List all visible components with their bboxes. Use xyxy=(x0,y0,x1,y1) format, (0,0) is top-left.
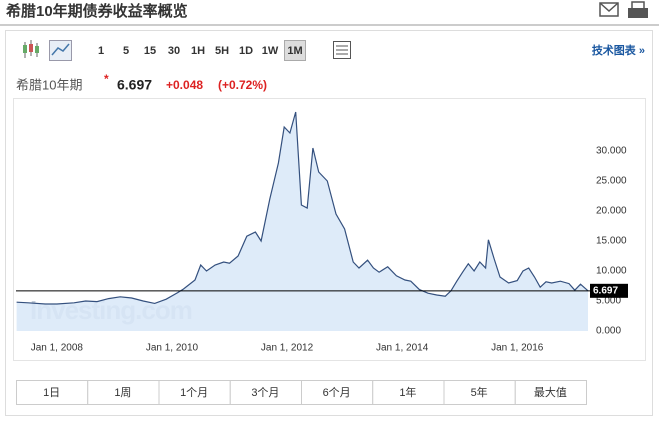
chart-frame xyxy=(13,98,646,361)
interval[interactable]: 1W xyxy=(262,45,279,57)
x-tick-label: Jan 1, 2014 xyxy=(376,343,429,354)
range-label[interactable]: 1周 xyxy=(114,386,131,399)
asterisk: * xyxy=(104,72,109,86)
table-icon[interactable] xyxy=(333,41,351,59)
range-label[interactable]: 1日 xyxy=(43,387,60,399)
interval[interactable]: 1D xyxy=(239,45,253,57)
range-label[interactable]: 6个月 xyxy=(323,386,351,399)
x-tick-label: Jan 1, 2016 xyxy=(491,343,544,354)
x-tick-label: Jan 1, 2008 xyxy=(31,343,84,354)
tech-chart-link[interactable]: 技术图表 » xyxy=(592,43,645,57)
range-button[interactable] xyxy=(229,380,302,405)
x-tick-label: Jan 1, 2010 xyxy=(146,343,199,354)
range-label[interactable]: 最大值 xyxy=(534,385,567,399)
current-label: 6.697 xyxy=(593,285,618,296)
interval[interactable]: 1H xyxy=(191,45,205,57)
interval[interactable]: 1M xyxy=(287,45,302,57)
print-icon[interactable] xyxy=(628,1,648,18)
interval-selected xyxy=(284,40,306,61)
range-label[interactable]: 1个月 xyxy=(180,386,208,399)
y-tick-label: 15.000 xyxy=(596,236,627,247)
range-label[interactable]: 3个月 xyxy=(251,386,279,399)
quote-name: 希腊10年期 xyxy=(16,77,82,92)
quote-price: 6.697 xyxy=(117,77,152,93)
y-tick-label: 5.000 xyxy=(596,296,621,307)
area xyxy=(16,112,589,331)
range-button[interactable] xyxy=(158,380,231,405)
interval[interactable]: 5 xyxy=(123,45,129,57)
current-badge xyxy=(590,283,628,298)
panel xyxy=(5,30,653,416)
line xyxy=(16,111,589,305)
range-button[interactable] xyxy=(87,380,160,405)
interval[interactable]: 30 xyxy=(168,45,180,57)
interval[interactable]: 1 xyxy=(98,45,104,57)
range-button[interactable] xyxy=(443,380,516,405)
mail-icon[interactable] xyxy=(599,2,619,17)
y-tick-label: 10.000 xyxy=(596,266,627,277)
range-button[interactable] xyxy=(514,380,587,405)
quote-change-pct: (+0.72%) xyxy=(218,78,267,92)
y-tick-label: 0.000 xyxy=(596,326,621,337)
interval[interactable]: 15 xyxy=(144,45,156,57)
range-button[interactable] xyxy=(301,380,374,405)
x-tick-label: Jan 1, 2012 xyxy=(261,343,314,354)
y-tick-label: 30.000 xyxy=(596,146,627,157)
line-icon[interactable] xyxy=(49,40,72,61)
range-label[interactable]: 5年 xyxy=(471,385,488,399)
quote-change: +0.048 xyxy=(166,78,203,92)
range-button[interactable] xyxy=(16,380,89,405)
y-tick-label: 20.000 xyxy=(596,206,627,217)
title: 希腊10年期债券收益率概览 xyxy=(6,2,188,20)
candle-icon[interactable] xyxy=(23,40,39,58)
interval[interactable]: 5H xyxy=(215,45,229,57)
range-label[interactable]: 1年 xyxy=(399,385,416,399)
y-tick-label: 25.000 xyxy=(596,176,627,187)
